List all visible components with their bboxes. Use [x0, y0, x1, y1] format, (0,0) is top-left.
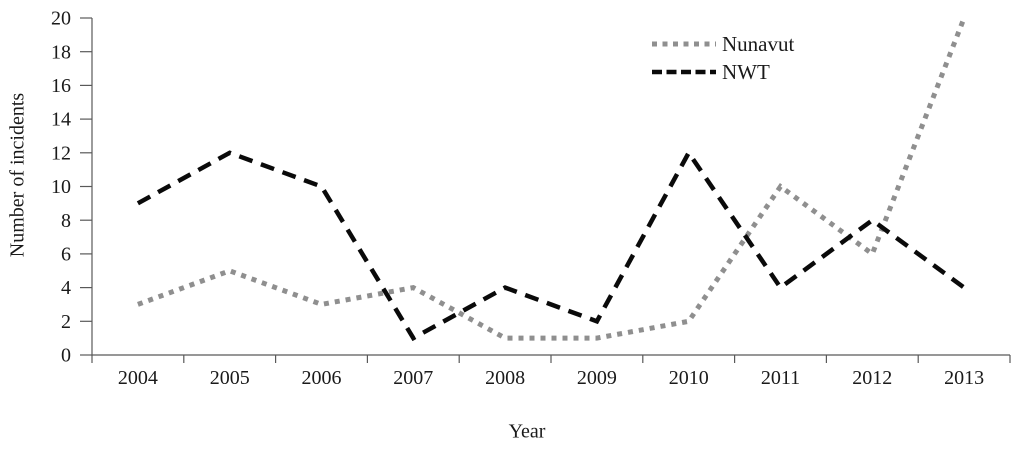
- y-tick-label: 0: [61, 345, 71, 367]
- y-tick-label: 16: [51, 75, 71, 97]
- x-axis-title: Year: [508, 420, 546, 443]
- y-tick-label: 4: [61, 277, 71, 299]
- y-tick-label: 18: [51, 41, 71, 63]
- y-tick-label: 20: [51, 8, 71, 30]
- x-tick-label: 2011: [761, 367, 800, 389]
- legend-item-nunavut: Nunavut: [651, 33, 794, 55]
- legend-item-nwt: NWT: [651, 61, 794, 83]
- x-tick-label: 2008: [485, 367, 525, 389]
- y-tick-label: 10: [51, 176, 71, 198]
- y-tick-label: 6: [61, 244, 71, 266]
- dotted-line-icon: [652, 41, 716, 47]
- y-tick-label: 12: [51, 142, 71, 164]
- y-axis-title: Number of incidents: [6, 92, 29, 258]
- x-tick-label: 2007: [393, 367, 433, 389]
- x-tick-label: 2012: [852, 367, 892, 389]
- x-tick-label: 2004: [118, 367, 158, 389]
- x-tick-label: 2006: [302, 367, 342, 389]
- x-tick-label: 2009: [577, 367, 617, 389]
- y-tick-label: 2: [61, 311, 71, 333]
- dashed-line-icon: [652, 69, 716, 75]
- legend-label-nwt: NWT: [722, 60, 770, 84]
- y-tick-label: 14: [51, 109, 71, 131]
- series-line-nwt: [136, 148, 966, 342]
- x-tick-label: 2005: [210, 367, 250, 389]
- x-tick-label: 2013: [944, 367, 984, 389]
- series-line-nunavut: [137, 17, 967, 341]
- legend-label-nunavut: Nunavut: [722, 32, 795, 56]
- legend: Nunavut NWT: [651, 33, 794, 83]
- x-tick-label: 2010: [669, 367, 709, 389]
- y-tick-label: 8: [61, 210, 71, 232]
